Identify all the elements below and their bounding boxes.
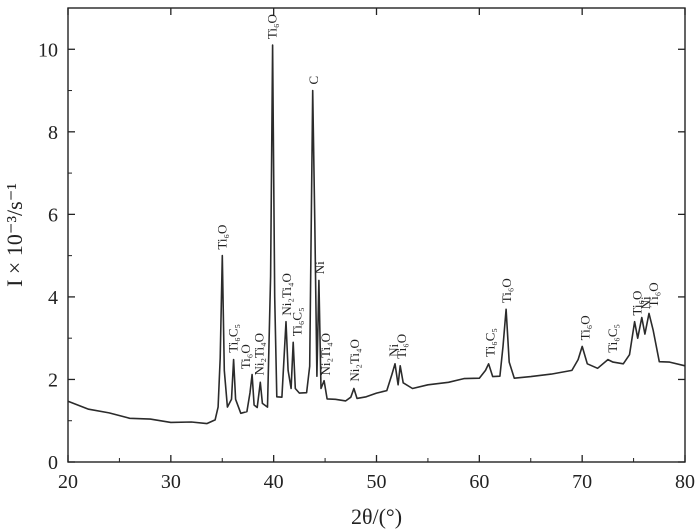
x-tick-label: 40 — [264, 471, 284, 493]
plot-area — [67, 44, 686, 425]
x-tick-label: 50 — [367, 471, 387, 493]
peak-label: Ni — [312, 261, 327, 274]
peak-labels: Ti₆OTi₆C₅Ti₆ONi₂Ti₄OTi₆ONi₂Ti₄OTi₆C₅CNiN… — [214, 14, 661, 382]
x-tick-label: 70 — [572, 471, 592, 493]
x-axis-title: 2θ/(°) — [351, 504, 402, 529]
peak-label: Ti₆C₅ — [483, 328, 498, 357]
peak-label: Ni₂Ti₄O — [279, 273, 294, 316]
axes: 20 30 40 50 60 70 80 0 2 4 6 8 10 — [38, 7, 695, 493]
peak-label: Ni — [638, 296, 653, 309]
peak-label: Ti₆C₅ — [226, 324, 241, 353]
peak-label: Ni₂Ti₄O — [251, 333, 266, 376]
peak-label: Ni — [386, 344, 401, 357]
x-tick-label: 60 — [469, 471, 489, 493]
x-tick-label: 80 — [675, 471, 695, 493]
y-axis-title: I × 10⁻³/s⁻¹ — [2, 183, 27, 287]
peak-label: Ti₆C₅ — [605, 324, 620, 353]
peak-label: Ti₆O — [577, 315, 592, 340]
peak-label: Ni₂Ti₄O — [318, 333, 333, 376]
xrd-pattern-line — [67, 44, 686, 425]
y-tick-label: 2 — [48, 369, 58, 391]
y-tick-label: 6 — [48, 204, 58, 226]
peak-label: Ti₆O — [646, 282, 661, 307]
peak-label: Ti₆O — [394, 334, 409, 359]
peak-label: Ti₆O — [630, 291, 645, 316]
peak-label: Ti₆O — [214, 225, 229, 250]
x-tick-label: 20 — [58, 471, 78, 493]
peak-label: Ti₆O — [238, 344, 253, 369]
peak-label: Ti₆C₅ — [289, 307, 304, 336]
y-tick-label: 0 — [48, 452, 58, 474]
y-tick-label: 10 — [38, 39, 58, 61]
peak-label: C — [306, 76, 321, 85]
y-tick-label: 4 — [48, 287, 58, 309]
y-tick-label: 8 — [48, 122, 58, 144]
peak-label: Ni₂Ti₄O — [347, 339, 362, 382]
peak-label: Ti₆O — [265, 14, 280, 39]
x-tick-label: 30 — [161, 471, 181, 493]
peak-label: Ti₆O — [499, 278, 514, 303]
